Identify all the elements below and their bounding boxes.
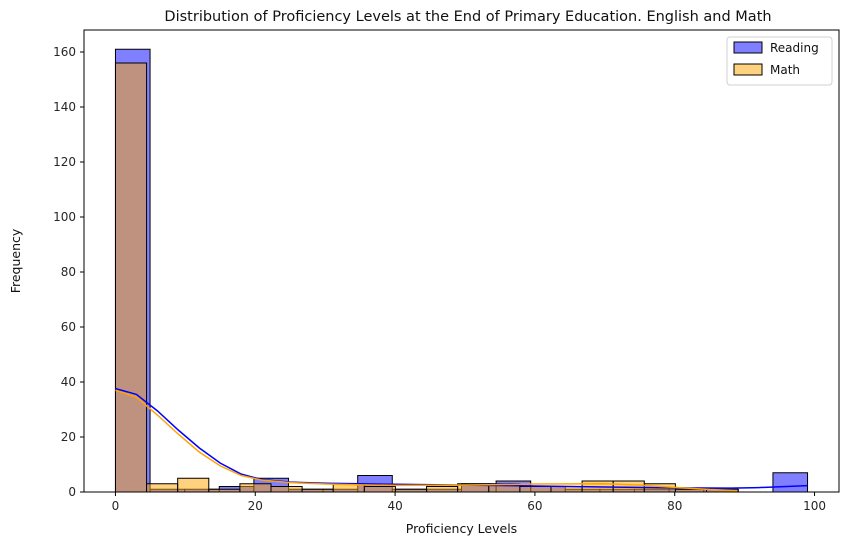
- x-tick-label-80: 80: [667, 499, 682, 513]
- plot-background: [84, 30, 839, 492]
- chart-title: Distribution of Proficiency Levels at th…: [164, 9, 771, 25]
- y-axis-label: Frequency: [8, 228, 23, 293]
- bar-math-5: [270, 486, 303, 493]
- y-tick-label-20: 20: [61, 430, 76, 444]
- x-axis: 0 20 40 60 80 100: [112, 492, 826, 513]
- y-tick-label-140: 140: [53, 100, 76, 114]
- x-axis-label: Proficiency Levels: [406, 521, 517, 536]
- y-tick-label-80: 80: [61, 265, 76, 279]
- x-tick-label-100: 100: [803, 499, 826, 513]
- x-tick-label-60: 60: [527, 499, 542, 513]
- bar-math-4: [239, 483, 272, 493]
- bar-math-0: [114, 62, 148, 493]
- kde-line-reading: [115, 387, 808, 489]
- legend: Reading Math: [726, 36, 833, 86]
- y-tick-label-120: 120: [53, 155, 76, 169]
- kde-line-math: [115, 389, 738, 492]
- legend-swatch-reading: [733, 41, 763, 54]
- bar-math-10: [426, 486, 459, 493]
- y-tick-label-100: 100: [53, 210, 76, 224]
- x-tick-label-40: 40: [387, 499, 402, 513]
- y-tick-label-160: 160: [53, 45, 76, 59]
- bar-reading-19: [772, 472, 809, 493]
- plot-frame: [83, 29, 840, 493]
- histogram-bars: [114, 48, 809, 493]
- kde-lines: [115, 387, 808, 492]
- bar-math-2: [177, 477, 210, 493]
- legend-label-reading: Reading: [770, 41, 819, 55]
- bar-math-1: [146, 483, 179, 493]
- legend-swatch-math: [733, 63, 763, 76]
- bar-math-8: [363, 486, 396, 493]
- x-tick-label-20: 20: [248, 499, 263, 513]
- y-tick-label-40: 40: [61, 375, 76, 389]
- bar-math-13: [519, 486, 552, 493]
- legend-label-math: Math: [770, 63, 800, 77]
- plot-area: [83, 29, 840, 493]
- y-axis: 0 20 40 60 80 100 120 140 160: [53, 45, 84, 499]
- y-tick-label-0: 0: [68, 485, 76, 499]
- x-tick-label-0: 0: [112, 499, 120, 513]
- y-tick-label-60: 60: [61, 320, 76, 334]
